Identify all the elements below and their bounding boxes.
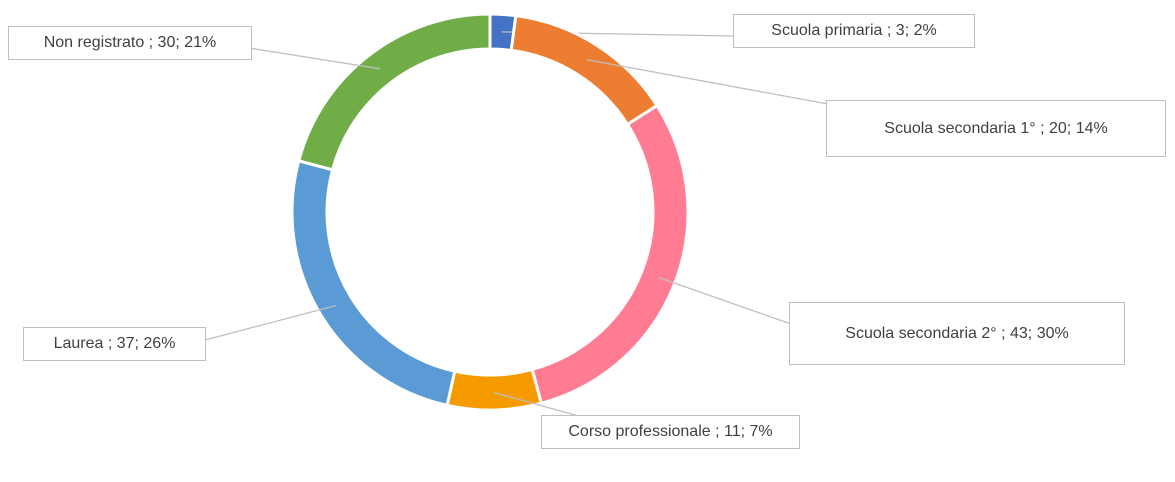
data-label: Scuola secondaria 2° ; 43; 30% bbox=[789, 302, 1125, 365]
leader-line bbox=[658, 276, 792, 325]
leader-line bbox=[586, 59, 829, 105]
leader-line bbox=[493, 391, 583, 418]
donut-slice bbox=[296, 12, 492, 172]
data-label: Non registrato ; 30; 21% bbox=[8, 26, 252, 60]
donut-slice bbox=[509, 14, 660, 127]
donut-slice bbox=[530, 103, 690, 406]
leader-line bbox=[229, 44, 381, 70]
data-label: Scuola primaria ; 3; 2% bbox=[733, 14, 975, 48]
donut-slice bbox=[290, 158, 457, 408]
data-label: Corso professionale ; 11; 7% bbox=[541, 415, 800, 449]
donut-slice bbox=[445, 367, 544, 412]
data-label: Laurea ; 37; 26% bbox=[23, 327, 206, 361]
leader-line bbox=[204, 305, 336, 341]
data-label: Scuola secondaria 1° ; 20; 14% bbox=[826, 100, 1166, 157]
